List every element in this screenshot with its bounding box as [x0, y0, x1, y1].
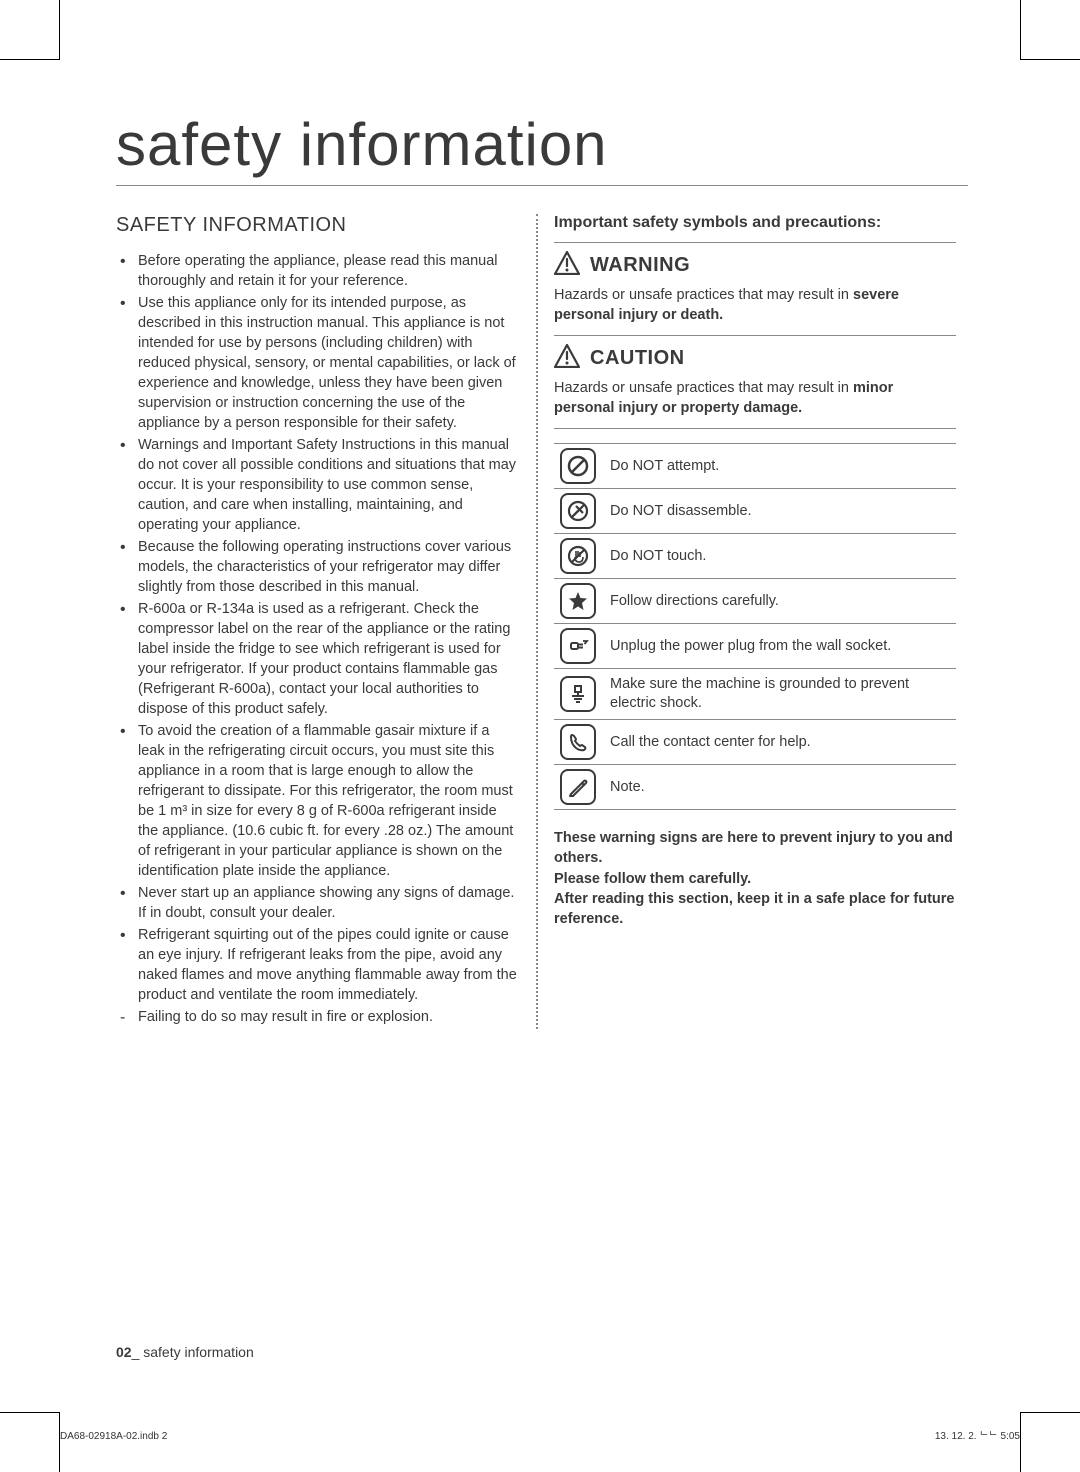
- print-time-label: 13. 12. 2. ᄂᄂ 5:05: [935, 1427, 1020, 1442]
- ground-icon: [560, 676, 596, 712]
- no-touch-icon: [560, 538, 596, 574]
- divider: [554, 428, 956, 429]
- symbol-cell: [554, 669, 602, 720]
- list-item: Before operating the appliance, please r…: [116, 251, 520, 291]
- warning-desc-text: Hazards or unsafe practices that may res…: [554, 287, 853, 303]
- page-footer-label: _ safety information: [132, 1344, 254, 1360]
- symbol-cell: [554, 579, 602, 624]
- symbol-cell: [554, 534, 602, 579]
- table-row: Call the contact center for help.: [554, 719, 956, 764]
- caution-label: CAUTION: [590, 347, 685, 370]
- table-row: Note.: [554, 764, 956, 809]
- divider: [554, 242, 956, 243]
- crop-mark-icon: [0, 0, 60, 60]
- symbol-text: Call the contact center for help.: [602, 719, 956, 764]
- left-column: SAFETY INFORMATION Before operating the …: [116, 214, 536, 1029]
- page: safety information SAFETY INFORMATION Be…: [0, 0, 1080, 1472]
- print-file-label: DA68-02918A-02.indb 2: [60, 1431, 167, 1442]
- crop-mark-icon: [1020, 0, 1080, 60]
- page-title: safety information: [116, 110, 968, 186]
- symbols-table: Do NOT attempt. Do NOT disassemble.: [554, 443, 956, 810]
- section-heading: SAFETY INFORMATION: [116, 214, 520, 237]
- table-row: Do NOT touch.: [554, 534, 956, 579]
- symbol-cell: [554, 719, 602, 764]
- crop-mark-icon: [1020, 1412, 1080, 1472]
- warning-heading: WARNING: [554, 251, 956, 280]
- no-disassemble-icon: [560, 493, 596, 529]
- list-item: Never start up an appliance showing any …: [116, 883, 520, 923]
- list-item: Warnings and Important Safety Instructio…: [116, 435, 520, 535]
- warning-triangle-icon: [554, 251, 580, 280]
- star-icon: [560, 583, 596, 619]
- prohibit-icon: [560, 448, 596, 484]
- list-item: R-600a or R-134a is used as a refrigeran…: [116, 599, 520, 719]
- symbol-cell: [554, 489, 602, 534]
- page-footer: 02_ safety information: [116, 1344, 254, 1360]
- list-item: Use this appliance only for its intended…: [116, 293, 520, 433]
- crop-mark-icon: [0, 1412, 60, 1472]
- caution-heading: CAUTION: [554, 344, 956, 373]
- warning-description: Hazards or unsafe practices that may res…: [554, 286, 956, 325]
- content-area: safety information SAFETY INFORMATION Be…: [116, 110, 968, 1029]
- warn-note-line: After reading this section, keep it in a…: [554, 889, 956, 930]
- safety-bullet-list: Before operating the appliance, please r…: [116, 251, 520, 1027]
- table-row: Do NOT disassemble.: [554, 489, 956, 534]
- table-row: Make sure the machine is grounded to pre…: [554, 669, 956, 720]
- symbol-text: Note.: [602, 764, 956, 809]
- symbol-cell: [554, 764, 602, 809]
- table-row: Do NOT attempt.: [554, 444, 956, 489]
- caution-triangle-icon: [554, 344, 580, 373]
- symbol-text: Unplug the power plug from the wall sock…: [602, 624, 956, 669]
- warning-note: These warning signs are here to prevent …: [554, 828, 956, 929]
- symbol-text: Do NOT disassemble.: [602, 489, 956, 534]
- list-item: Refrigerant squirting out of the pipes c…: [116, 925, 520, 1005]
- symbols-subheading: Important safety symbols and precautions…: [554, 214, 956, 232]
- symbol-text: Do NOT attempt.: [602, 444, 956, 489]
- warn-note-line: These warning signs are here to prevent …: [554, 828, 956, 869]
- symbol-cell: [554, 444, 602, 489]
- two-columns: SAFETY INFORMATION Before operating the …: [116, 214, 968, 1029]
- list-item: To avoid the creation of a flammable gas…: [116, 721, 520, 881]
- right-column: Important safety symbols and precautions…: [536, 214, 956, 1029]
- symbol-text: Make sure the machine is grounded to pre…: [602, 669, 956, 720]
- warn-note-line: Please follow them carefully.: [554, 869, 956, 889]
- unplug-icon: [560, 628, 596, 664]
- symbol-text: Follow directions carefully.: [602, 579, 956, 624]
- table-row: Follow directions carefully.: [554, 579, 956, 624]
- note-icon: [560, 769, 596, 805]
- list-item: Because the following operating instruct…: [116, 537, 520, 597]
- caution-desc-text: Hazards or unsafe practices that may res…: [554, 380, 853, 396]
- table-row: Unplug the power plug from the wall sock…: [554, 624, 956, 669]
- warning-label: WARNING: [590, 254, 690, 277]
- phone-icon: [560, 724, 596, 760]
- list-item: Failing to do so may result in fire or e…: [116, 1007, 520, 1027]
- caution-description: Hazards or unsafe practices that may res…: [554, 379, 956, 418]
- symbol-text: Do NOT touch.: [602, 534, 956, 579]
- symbol-cell: [554, 624, 602, 669]
- divider: [554, 335, 956, 336]
- page-number: 02: [116, 1344, 132, 1360]
